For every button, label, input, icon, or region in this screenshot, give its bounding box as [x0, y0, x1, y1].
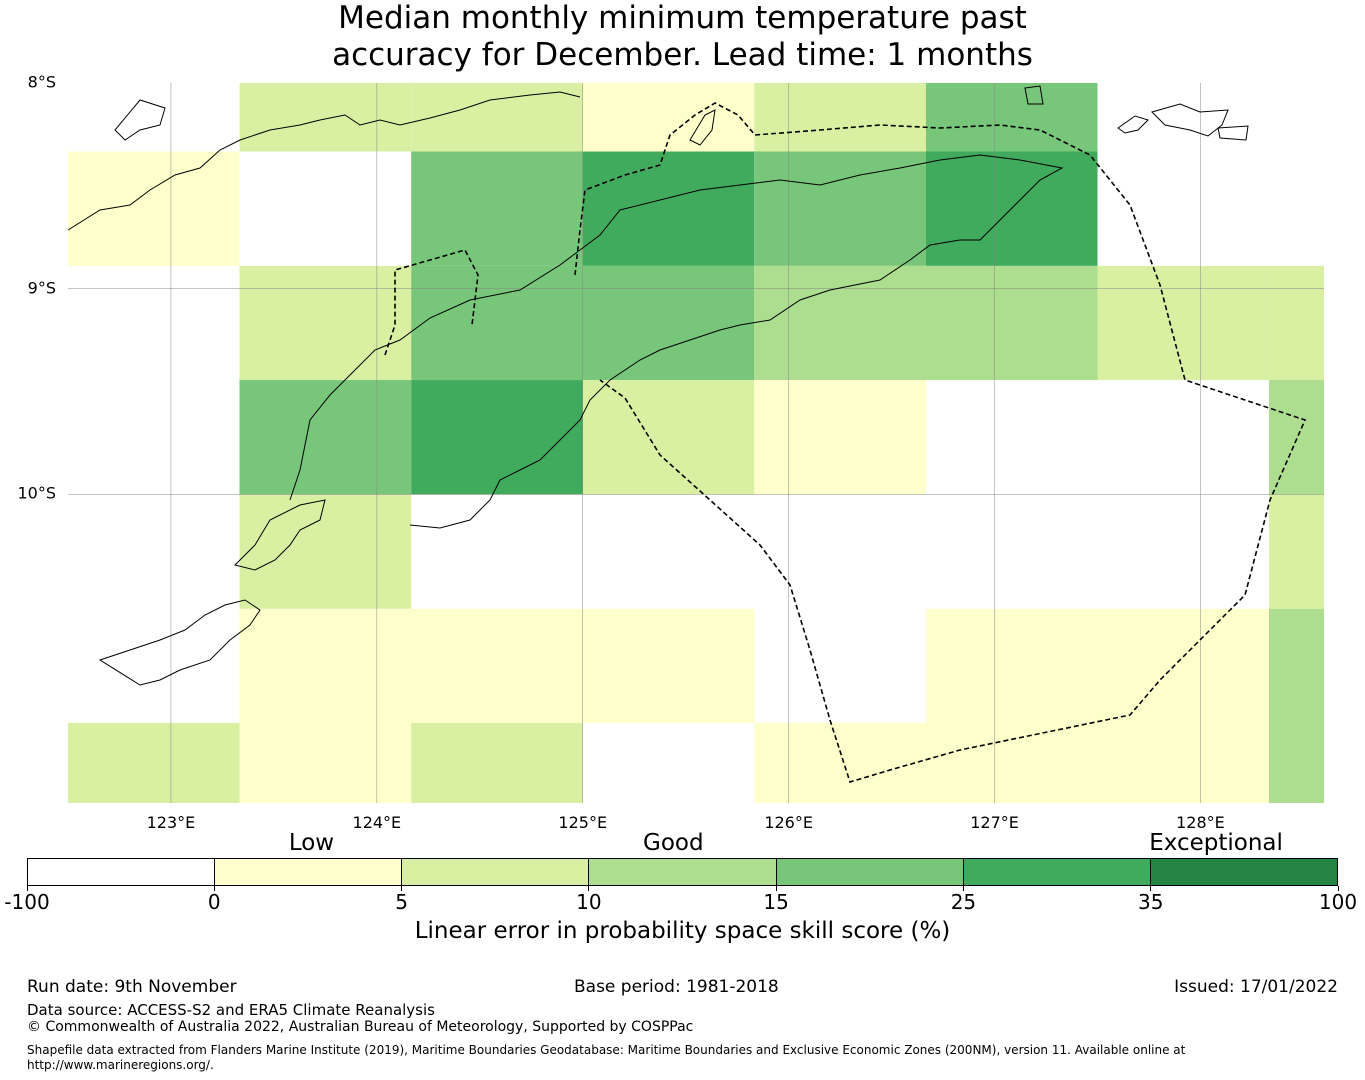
- coastline-timor-main: [289, 154, 1064, 529]
- category-label: Exceptional: [1149, 830, 1283, 856]
- grid-cell: [411, 265, 583, 381]
- coastline-sumba: [234, 499, 326, 571]
- colorbar-tick-label: 0: [207, 890, 221, 914]
- skill-grid: [68, 83, 1324, 803]
- colorbar-segment: [776, 859, 964, 885]
- colorbar-segment: [402, 859, 590, 885]
- latitude-label: 9°S: [27, 278, 56, 298]
- colorbar-tick-label: 10: [576, 890, 602, 914]
- colorbar-tick: [962, 886, 964, 891]
- longitude-label: 124°E: [352, 813, 402, 832]
- grid-cell: [754, 380, 926, 495]
- colorbar-caption: Linear error in probability space skill …: [414, 918, 951, 944]
- latitude-label: 10°S: [17, 483, 56, 503]
- colorbar-tick: [213, 886, 215, 891]
- grid-cell: [1097, 265, 1270, 381]
- grid-cell: [411, 151, 583, 266]
- coastline-timor-west: [67, 91, 581, 231]
- grid-cell: [68, 722, 240, 803]
- colorbar-segment: [28, 859, 216, 885]
- coastline-atauro: [689, 109, 716, 146]
- grid-cell: [925, 722, 1098, 803]
- colorbar-tick-label: 5: [395, 890, 408, 914]
- grid-cell: [1097, 722, 1270, 803]
- colorbar-tick-label: 100: [1318, 890, 1358, 914]
- colorbar-tick: [1150, 886, 1152, 891]
- grid-cell: [925, 608, 1098, 723]
- grid-cell: [925, 83, 1098, 152]
- grid-cell: [582, 608, 755, 723]
- colorbar-segment: [963, 859, 1151, 885]
- title-line-2: accuracy for December. Lead time: 1 mont…: [332, 37, 1033, 73]
- grid-cell: [239, 722, 412, 803]
- copyright: © Commonwealth of Australia 2022, Austra…: [27, 1019, 694, 1035]
- category-label: Good: [643, 830, 704, 856]
- eez-boundary: [384, 102, 1307, 783]
- colorbar-segment: [1150, 859, 1337, 885]
- colorbar-tick: [1337, 886, 1339, 891]
- grid-cell: [239, 83, 412, 152]
- grid-cell: [1269, 608, 1324, 723]
- coastline-babar: [1117, 115, 1149, 134]
- grid-cell: [754, 265, 926, 381]
- data-source: Data source: ACCESS-S2 and ERA5 Climate …: [27, 1001, 435, 1019]
- longitude-label: 128°E: [1176, 813, 1225, 832]
- grid-cell: [754, 722, 926, 803]
- grid-cell: [925, 265, 1098, 381]
- coastline-rote: [98, 599, 261, 686]
- grid-cell: [1097, 608, 1270, 723]
- colorbar-segment: [215, 859, 403, 885]
- grid-cell: [239, 608, 412, 723]
- colorbar-tick-label: -100: [4, 890, 50, 914]
- colorbar-tick-label: 15: [763, 890, 789, 914]
- coastlines: [67, 85, 1249, 686]
- grid-cell: [582, 83, 755, 152]
- grid-cell: [1269, 380, 1324, 495]
- title-line-1: Median monthly minimum temperature past: [338, 0, 1027, 36]
- grid-cell: [68, 151, 240, 266]
- colorbar-tick: [401, 886, 403, 891]
- run-date: Run date: 9th November: [27, 977, 237, 997]
- grid-cell: [411, 83, 583, 152]
- grid-cell: [582, 265, 755, 381]
- longitude-label: 127°E: [970, 813, 1019, 832]
- grid-cell: [239, 380, 412, 495]
- colorbar: [27, 858, 1338, 886]
- colorbar-tick: [775, 886, 777, 891]
- base-period: Base period: 1981-2018: [574, 977, 779, 997]
- coastline-moa: [1217, 125, 1249, 141]
- colorbar-tick: [26, 886, 28, 891]
- colorbar-tick-label: 35: [1137, 890, 1164, 914]
- shapefile-credit: Shapefile data extracted from Flanders M…: [27, 1043, 1186, 1072]
- grid-cell: [1269, 722, 1324, 803]
- category-label: Low: [288, 830, 335, 856]
- longitude-label: 126°E: [764, 813, 813, 832]
- grid-cell: [1269, 494, 1324, 609]
- map-title: Median monthly minimum temperature past …: [0, 0, 1365, 74]
- grid-cell: [239, 265, 412, 381]
- grid-cell: [582, 151, 755, 266]
- grid-cell: [411, 722, 583, 803]
- grid-cell: [411, 608, 583, 723]
- grid-cell: [754, 83, 926, 152]
- latitude-label: 8°S: [27, 72, 56, 92]
- map-canvas: [67, 83, 1324, 803]
- longitude-label: 123°E: [146, 813, 196, 832]
- coastline-alor: [1024, 85, 1044, 105]
- coastline-wetar: [114, 99, 166, 141]
- grid-cell: [754, 151, 926, 266]
- colorbar-tick-label: 25: [950, 890, 977, 914]
- colorbar-tick: [588, 886, 590, 891]
- coastline-leti: [1151, 103, 1229, 137]
- grid-cell: [411, 380, 583, 495]
- grid-cell: [1269, 265, 1324, 381]
- longitude-label: 125°E: [558, 813, 608, 832]
- colorbar-segment: [589, 859, 777, 885]
- grid-cell: [239, 494, 412, 609]
- issued-date: Issued: 17/01/2022: [1174, 977, 1338, 997]
- grid-cell: [582, 380, 755, 495]
